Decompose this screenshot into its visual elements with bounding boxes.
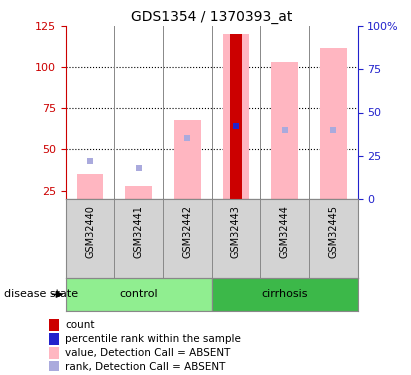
Text: percentile rank within the sample: percentile rank within the sample xyxy=(65,334,241,344)
Bar xyxy=(49,319,59,332)
Text: disease state: disease state xyxy=(4,290,78,299)
Text: rank, Detection Call = ABSENT: rank, Detection Call = ABSENT xyxy=(65,362,226,372)
Bar xyxy=(230,34,242,199)
Text: count: count xyxy=(65,320,95,330)
Text: GSM32443: GSM32443 xyxy=(231,205,241,258)
Title: GDS1354 / 1370393_at: GDS1354 / 1370393_at xyxy=(131,10,292,24)
Text: value, Detection Call = ABSENT: value, Detection Call = ABSENT xyxy=(65,348,231,358)
Bar xyxy=(174,120,201,199)
Text: GSM32445: GSM32445 xyxy=(328,205,338,258)
Bar xyxy=(223,34,249,199)
Bar xyxy=(212,278,358,311)
Bar xyxy=(271,62,298,199)
Text: GSM32442: GSM32442 xyxy=(182,205,192,258)
Bar xyxy=(49,346,59,359)
Text: GSM32441: GSM32441 xyxy=(134,205,144,258)
Text: cirrhosis: cirrhosis xyxy=(261,290,308,299)
Bar xyxy=(320,48,346,199)
Bar xyxy=(125,186,152,199)
Bar xyxy=(49,361,59,373)
Text: GSM32444: GSM32444 xyxy=(279,205,290,258)
Text: GSM32440: GSM32440 xyxy=(85,205,95,258)
Bar xyxy=(77,174,104,199)
Bar xyxy=(66,278,212,311)
Text: control: control xyxy=(120,290,158,299)
Bar xyxy=(49,333,59,345)
